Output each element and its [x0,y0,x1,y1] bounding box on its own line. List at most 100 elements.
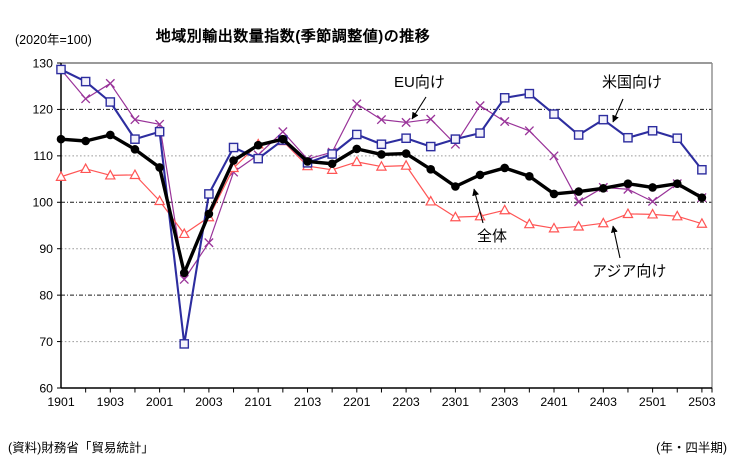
marker-triangle [400,159,412,170]
marker-square [154,126,165,137]
marker-circle [697,193,707,202]
marker-square [228,142,239,153]
marker-circle [229,156,238,165]
marker-x [130,114,140,125]
marker-square [105,97,116,107]
marker-x [80,94,91,104]
x-tick-label: 2301 [442,395,470,409]
marker-square [524,88,535,99]
x-tick-label: 2001 [146,395,174,409]
axis-note: (年・四半期) [656,441,727,455]
marker-square [647,125,658,136]
marker-x [376,114,387,125]
marker-triangle [597,217,609,228]
marker-square [401,133,411,144]
marker-triangle [351,155,363,167]
marker-circle [204,209,214,219]
marker-circle [130,145,140,154]
marker-circle [549,189,559,199]
marker-circle [475,170,485,180]
marker-triangle [474,210,486,221]
marker-circle [377,150,386,159]
marker-square [499,93,510,103]
y-tick-label: 90 [39,242,53,256]
marker-square [204,189,214,199]
marker-square [450,134,461,144]
marker-triangle [153,194,166,206]
marker-x [352,99,362,109]
marker-circle [401,149,411,158]
marker-x [475,101,485,111]
y-tick-label: 110 [33,149,53,163]
marker-triangle [573,220,585,231]
series-line-2 [59,68,703,345]
series-label-asia: アジア向け [592,263,667,280]
marker-square [56,64,66,75]
marker-triangle [129,168,141,180]
marker-circle [672,179,682,189]
marker-x [549,151,559,161]
marker-triangle [104,169,116,180]
marker-circle [81,136,90,146]
x-tick-label: 2303 [491,395,519,409]
x-tick-label: 2503 [688,395,716,409]
marker-triangle [696,217,708,228]
marker-circle [179,268,189,278]
marker-x [204,238,214,248]
marker-circle [500,163,510,173]
us-label-arrow [612,98,624,123]
marker-square [425,141,436,152]
asia-label-arrow [610,225,621,259]
marker-triangle [425,195,437,206]
marker-square [672,133,683,144]
marker-square [549,109,559,119]
series-label-total: 全体 [477,228,508,245]
y-tick-label: 80 [39,288,53,302]
marker-x [105,78,115,89]
marker-triangle [671,210,683,221]
marker-square [475,128,485,138]
x-tick-label: 2003 [195,395,223,409]
marker-x [500,116,510,127]
marker-square [327,149,337,159]
series-label-us: 米国向け [602,74,663,91]
marker-square [573,130,584,140]
marker-square [598,114,609,125]
y-tick-label: 60 [39,381,53,395]
marker-square [80,76,91,87]
series-label-eu: EU向け [394,74,445,91]
marker-x [278,127,288,137]
marker-circle [623,179,633,189]
marker-x [524,126,535,136]
x-tick-label: 2403 [590,395,618,409]
marker-circle [451,182,460,191]
marker-circle [599,184,608,193]
source-note: (資料)財務省「貿易統計」 [8,441,154,455]
axis-unit-label: (2020年=100) [15,33,92,47]
series-line-1 [60,68,703,280]
marker-square [179,339,190,349]
x-tick-label: 2103 [294,395,322,409]
marker-triangle [80,162,92,174]
marker-circle [426,165,436,174]
marker-x [573,197,584,207]
x-tick-label: 1901 [47,395,75,409]
marker-circle [352,144,362,154]
marker-circle [278,134,288,144]
marker-circle [155,163,164,172]
marker-square [352,129,362,140]
marker-triangle [622,207,634,219]
x-tick-label: 2203 [392,395,420,409]
marker-square [253,153,264,164]
marker-square [697,164,707,175]
marker-square [130,134,140,144]
marker-triangle [178,227,190,239]
marker-circle [648,183,657,192]
x-tick-label: 2201 [343,395,371,409]
y-tick-label: 100 [32,196,53,210]
y-tick-label: 70 [39,335,53,349]
marker-square [376,139,387,150]
marker-circle [327,159,337,169]
marker-x [426,114,436,124]
eu-label-arrow [411,96,427,120]
